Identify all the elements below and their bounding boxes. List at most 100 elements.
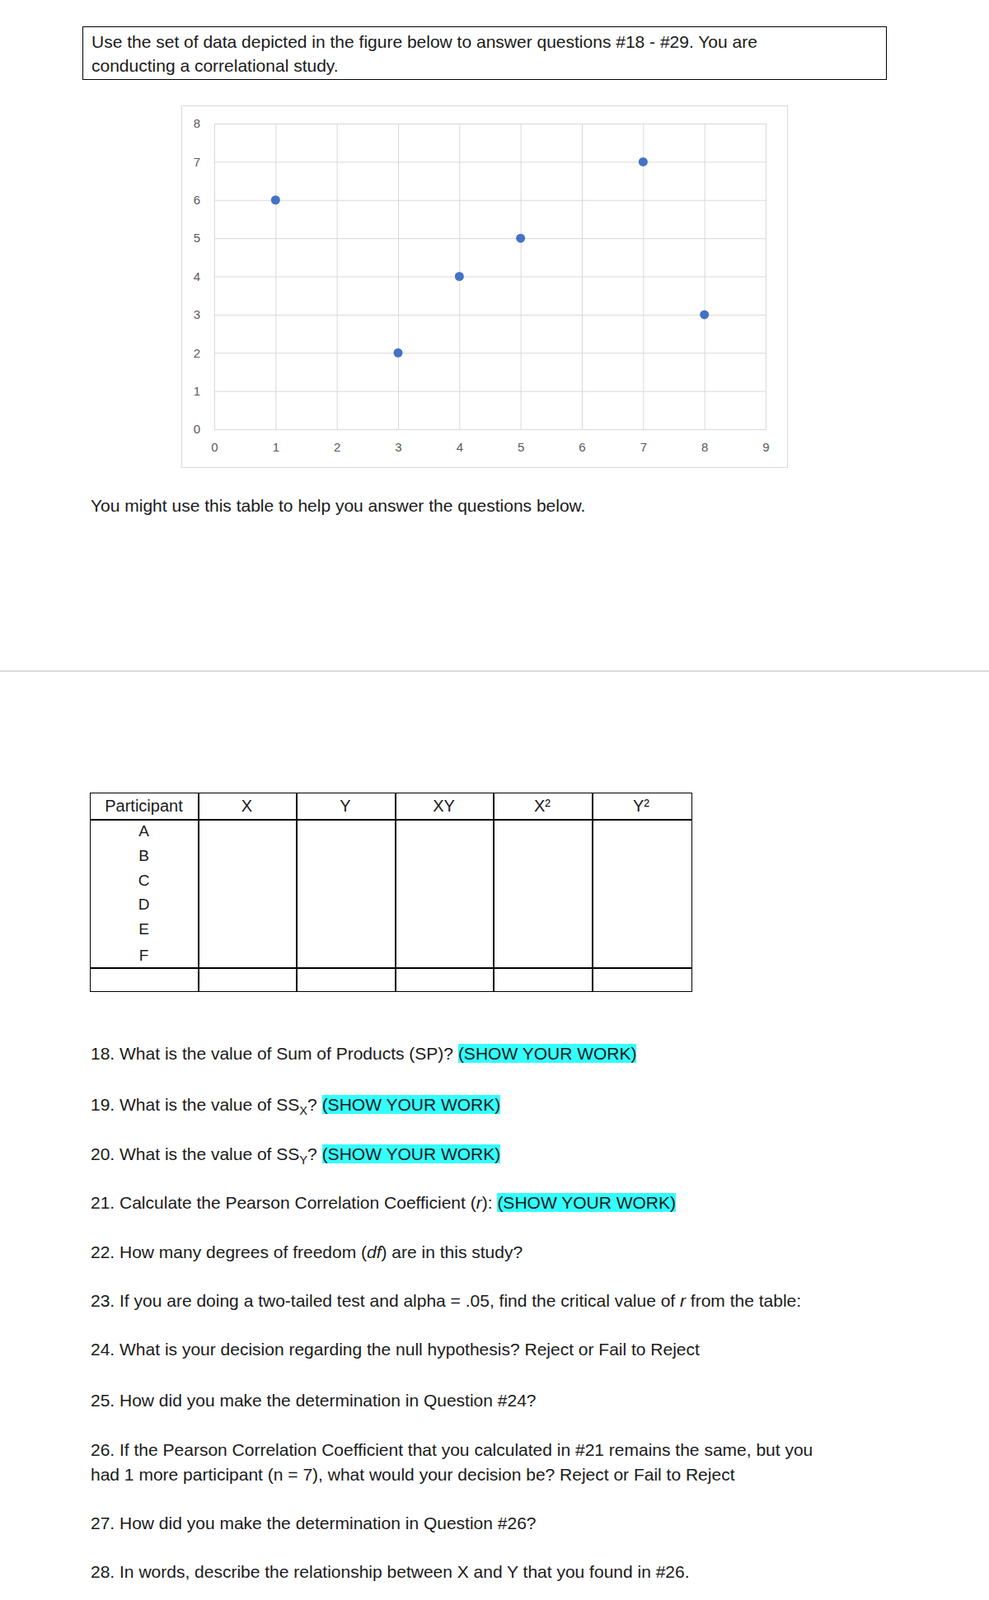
tick-label: 1 xyxy=(193,384,201,399)
question-text: ? xyxy=(307,1095,323,1115)
question-text: (SHOW YOUR WORK) xyxy=(458,1044,638,1064)
tick: 3 xyxy=(193,307,766,322)
question-text: 27. How did you make the determination i… xyxy=(90,1513,537,1533)
table-cell xyxy=(591,967,693,993)
grid-line xyxy=(214,314,766,316)
question-line: 25. How did you make the determination i… xyxy=(90,1388,537,1414)
tick: 2 xyxy=(333,123,341,455)
table-header: XY xyxy=(394,793,493,819)
question-line: 24. What is your decision regarding the … xyxy=(90,1337,700,1363)
plot: 0123456789012345678 xyxy=(193,116,770,454)
question-text: X xyxy=(299,1104,308,1118)
tick: 0 xyxy=(193,421,766,436)
tick: 5 xyxy=(517,123,525,455)
tick: 9 xyxy=(762,123,769,455)
points xyxy=(271,157,709,358)
intro-line: conducting a correlational study. xyxy=(91,53,886,78)
table-header: Y² xyxy=(591,793,691,819)
question-text: 26. If the Pearson Correlation Coefficie… xyxy=(90,1440,813,1460)
point xyxy=(699,309,709,319)
tick: 2 xyxy=(193,346,766,361)
question-line: 18. What is the value of Sum of Products… xyxy=(90,1041,637,1067)
grid-line xyxy=(214,123,766,125)
grid-line xyxy=(765,123,767,430)
table-cell xyxy=(89,967,200,993)
question-text: ? xyxy=(307,1144,323,1164)
tick-label: 0 xyxy=(210,440,218,455)
tick: 4 xyxy=(456,123,464,455)
table-cell xyxy=(492,819,594,970)
tick-label: 3 xyxy=(394,440,402,455)
x-axis: 0123456789 xyxy=(210,123,769,455)
grid-line xyxy=(214,200,766,202)
chart-frame xyxy=(182,106,788,469)
tick-label: 4 xyxy=(456,440,464,455)
question-text: had 1 more participant (n = 7), what wou… xyxy=(90,1465,735,1485)
axis-line xyxy=(215,123,767,431)
tick-label: 8 xyxy=(193,116,201,131)
grid-line xyxy=(214,161,766,163)
participant: D xyxy=(89,892,198,918)
question-line: 19. What is the value of SSX? (SHOW YOUR… xyxy=(90,1092,501,1118)
question-line: 23. If you are doing a two-tailed test a… xyxy=(90,1288,802,1314)
grid-line xyxy=(214,429,766,431)
question-text: 28. In words, describe the relationship … xyxy=(90,1562,690,1582)
question-line: 20. What is the value of SSY? (SHOW YOUR… xyxy=(90,1142,501,1168)
rule xyxy=(0,670,989,672)
question-text: (SHOW YOUR WORK) xyxy=(496,1193,676,1213)
question-text: from the table: xyxy=(685,1291,802,1311)
table-cell xyxy=(394,967,495,993)
tick: 1 xyxy=(272,123,280,455)
intro-line: Use the set of data depicted in the figu… xyxy=(91,29,886,54)
participant: B xyxy=(89,843,198,869)
grid-line xyxy=(214,276,766,278)
question-line: 22. How many degrees of freedom (df) are… xyxy=(90,1240,523,1266)
participant: C xyxy=(89,868,198,894)
table-cell xyxy=(89,819,200,970)
table-cell xyxy=(197,967,298,993)
grid-line xyxy=(214,238,766,240)
y-axis: 012345678 xyxy=(193,116,766,436)
grid-line xyxy=(214,391,766,393)
chart: 0123456789012345678 xyxy=(181,105,788,469)
table-cell xyxy=(394,819,495,970)
tick-label: 3 xyxy=(193,307,201,322)
table-cell xyxy=(295,819,397,970)
tick-label: 6 xyxy=(193,192,201,207)
question-text: 21. Calculate the Pearson Correlation Co… xyxy=(90,1193,477,1213)
question-line: 26. If the Pearson Correlation Coefficie… xyxy=(90,1438,813,1463)
table-note: You might use this table to help you ans… xyxy=(90,493,586,519)
table-header: X xyxy=(197,793,296,819)
point xyxy=(393,348,404,358)
question-text: r xyxy=(476,1193,483,1213)
question-line: 28. In words, describe the relationship … xyxy=(90,1560,690,1585)
table-header: Participant xyxy=(89,793,198,819)
tick: 8 xyxy=(701,123,708,455)
question-text: 24. What is your decision regarding the … xyxy=(90,1340,700,1360)
table-cell xyxy=(295,967,397,993)
tick-label: 5 xyxy=(193,230,201,245)
tick: 8 xyxy=(193,116,766,131)
tick: 6 xyxy=(578,123,586,455)
tick-label: 9 xyxy=(762,440,769,455)
tick: 6 xyxy=(193,192,766,207)
tick-label: 2 xyxy=(333,440,341,455)
question-text: 22. How many degrees of freedom ( xyxy=(90,1242,367,1262)
tick: 4 xyxy=(193,269,766,284)
point xyxy=(638,157,648,167)
question-text: 20. What is the value of SS xyxy=(90,1144,300,1164)
participant: E xyxy=(89,917,198,943)
table-cell xyxy=(197,819,298,970)
tick: 5 xyxy=(193,230,766,245)
tick-label: 6 xyxy=(578,440,586,455)
tick-label: 0 xyxy=(193,421,201,436)
question-text: (SHOW YOUR WORK) xyxy=(322,1095,502,1115)
point xyxy=(271,195,281,205)
question-text: 19. What is the value of SS xyxy=(90,1095,300,1115)
axis-line xyxy=(215,124,767,431)
tick-label: 8 xyxy=(701,440,708,455)
question-text: r xyxy=(679,1291,686,1311)
tick: 3 xyxy=(394,123,402,455)
tick-label: 1 xyxy=(272,440,280,455)
tick-label: 4 xyxy=(193,269,201,284)
